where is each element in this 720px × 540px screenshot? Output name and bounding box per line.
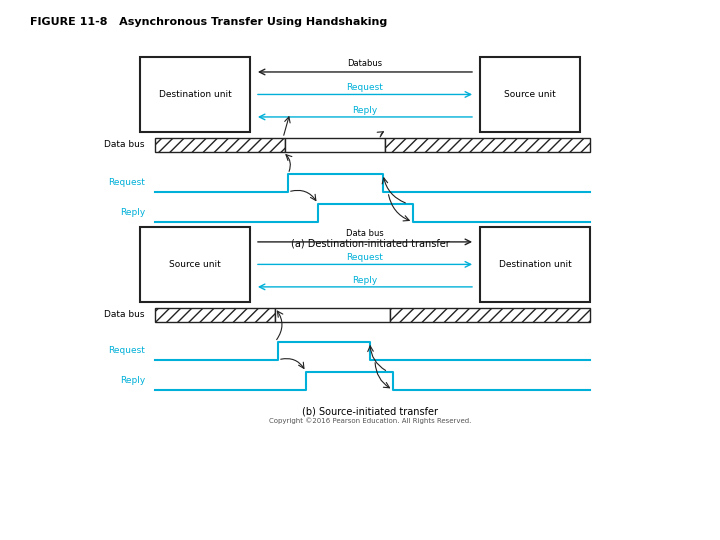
Text: Copyright ©2016 Pearson Education. All Rights Reserved.: Copyright ©2016 Pearson Education. All R… [269, 417, 471, 423]
Bar [140, 227, 250, 302]
Text: Reply: Reply [352, 106, 377, 115]
Bar [285, 138, 385, 152]
Bar [385, 138, 590, 152]
Text: Destination unit: Destination unit [499, 260, 572, 269]
Bar [275, 308, 390, 322]
Text: Reply: Reply [120, 208, 145, 218]
Text: Destination unit: Destination unit [158, 90, 231, 99]
Text: Source unit: Source unit [504, 90, 556, 99]
Text: Reply: Reply [120, 376, 145, 386]
Text: Data bus: Data bus [104, 140, 145, 150]
Text: Data bus: Data bus [346, 229, 384, 238]
Text: Logic and Computer Design Fundamentals: Logic and Computer Design Fundamentals [10, 522, 202, 531]
Bar [390, 308, 590, 322]
Text: FIGURE 11-8   Asynchronous Transfer Using Handshaking: FIGURE 11-8 Asynchronous Transfer Using … [30, 17, 387, 27]
Text: by Pearson Education, Inc.: by Pearson Education, Inc. [540, 516, 660, 525]
Text: (b) Source-initiated transfer: (b) Source-initiated transfer [302, 407, 438, 417]
Text: Reply: Reply [352, 276, 377, 285]
Text: Databus: Databus [348, 59, 382, 68]
Text: Copyright ©2016, 2008, 2004: Copyright ©2016, 2008, 2004 [540, 504, 676, 513]
Text: Request: Request [346, 84, 384, 92]
Text: Request: Request [346, 253, 384, 262]
Text: All rights reserved.: All rights reserved. [540, 528, 626, 537]
Bar [155, 138, 285, 152]
Text: Data bus: Data bus [104, 310, 145, 319]
Text: Source unit: Source unit [169, 260, 221, 269]
Bar [480, 57, 580, 132]
Text: ALWAYS LEARNING: ALWAYS LEARNING [10, 508, 99, 517]
Text: Mano | Kilme | Martin: Mano | Kilme | Martin [10, 532, 107, 540]
Bar [155, 308, 275, 322]
Bar [480, 227, 590, 302]
Text: Request: Request [108, 346, 145, 355]
Text: PEARSON: PEARSON [660, 511, 720, 529]
Bar [140, 57, 250, 132]
Text: Request: Request [108, 178, 145, 187]
Text: (a) Destination-initiated transfer: (a) Destination-initiated transfer [291, 239, 449, 249]
